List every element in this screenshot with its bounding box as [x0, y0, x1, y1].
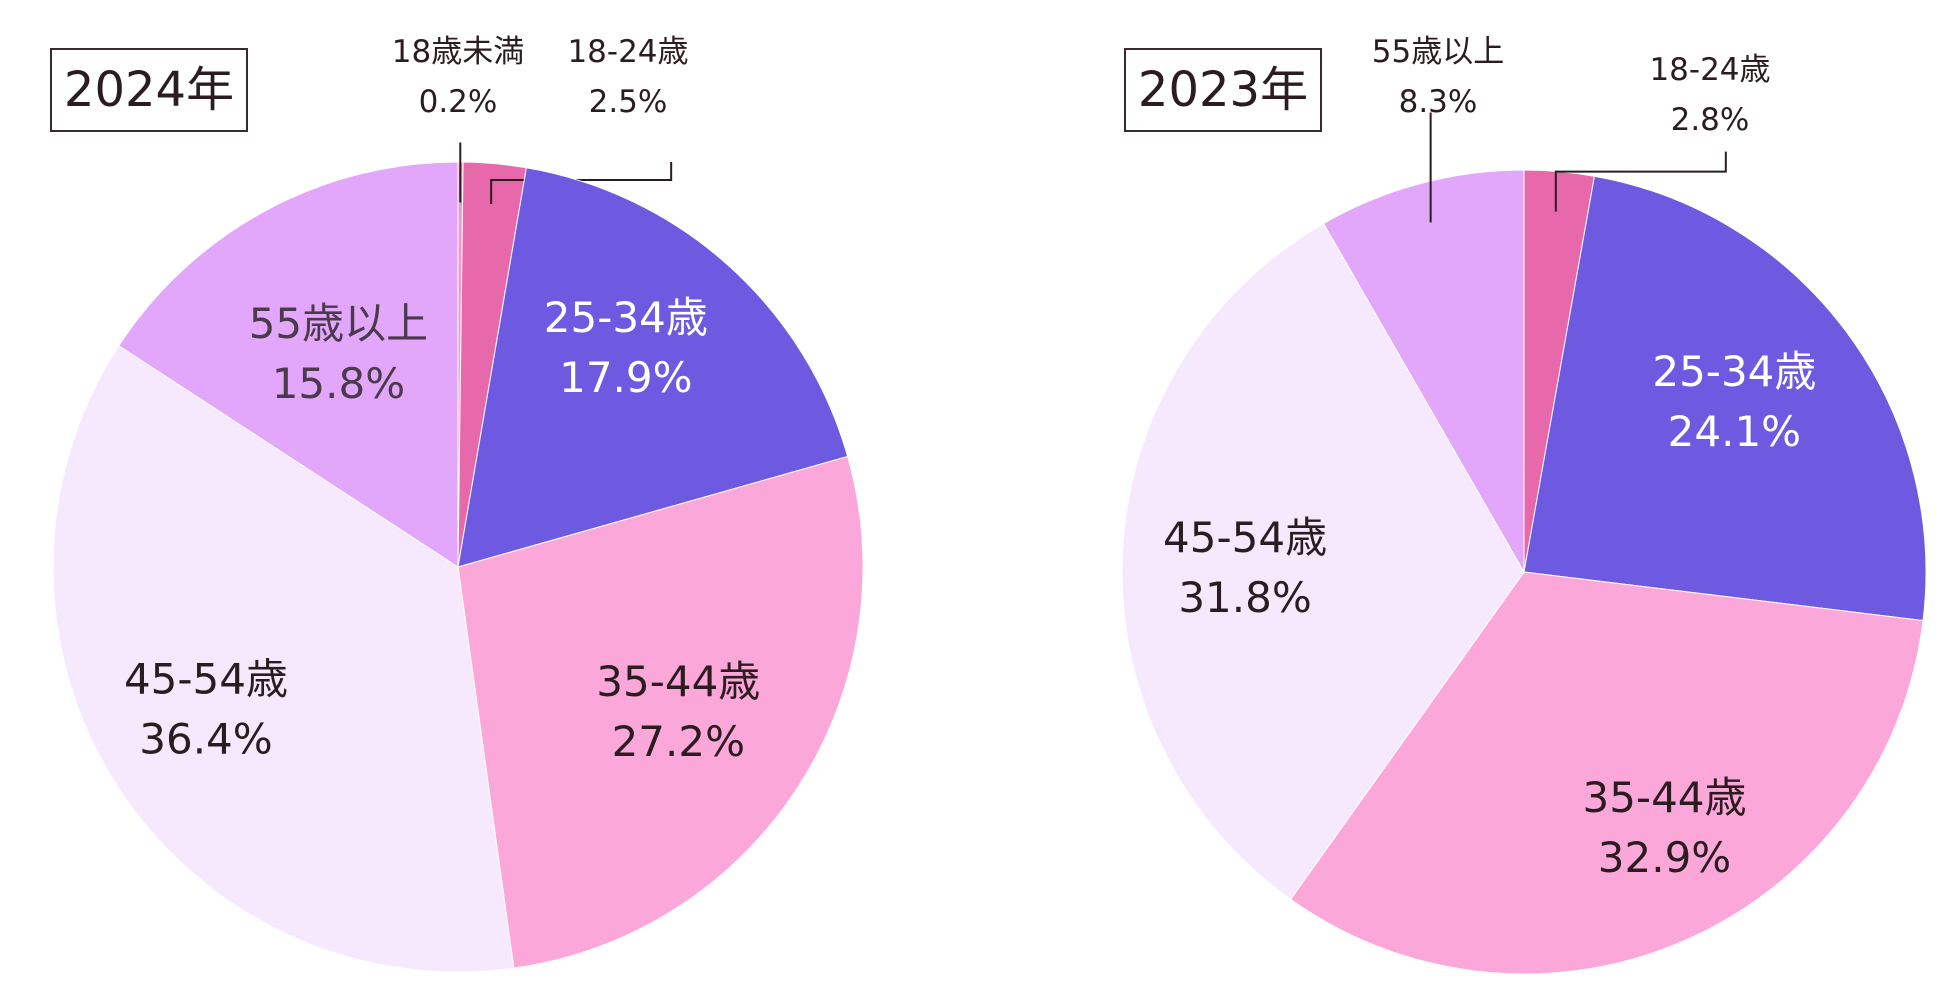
pie-slice-25-34	[457, 167, 849, 568]
chart-title-2024: 2024年	[50, 48, 248, 132]
slice-value-label: 17.9%	[559, 353, 692, 402]
pie-slice-35-44	[1289, 571, 1924, 975]
leader-line	[490, 162, 673, 205]
slice-label-35-44: 35-44歳	[1582, 773, 1746, 822]
slice-label-45-54: 45-54歳	[1163, 513, 1327, 562]
pie-slice-55	[118, 161, 459, 568]
slice-label-55: 55歳以上	[1372, 34, 1504, 70]
slice-label-25-34: 25-34歳	[544, 293, 708, 342]
pie-slice-55	[1322, 169, 1525, 574]
slice-value-label: 2.8%	[1671, 102, 1750, 138]
slice-label-18: 18歳未満	[392, 34, 524, 70]
slice-value-label: 27.2%	[612, 717, 745, 766]
slice-value-label: 24.1%	[1668, 407, 1801, 456]
slice-label-55: 55歳以上	[249, 299, 428, 348]
slice-value-label: 36.4%	[139, 715, 272, 764]
slice-label-25-34: 25-34歳	[1652, 347, 1816, 396]
chart-title-2023: 2023年	[1124, 48, 1322, 132]
slice-label-18-24: 18-24歳	[567, 34, 688, 70]
pie-slice-45-54	[1121, 222, 1525, 900]
slice-label-18-24: 18-24歳	[1649, 52, 1770, 88]
slice-value-label: 8.3%	[1399, 84, 1478, 120]
pie-chart-1: 18-24歳 2.8% 25-34歳 24.1% 35-44歳 32.9% 45-54歳 31…	[1121, 34, 1927, 975]
slice-value-label: 0.2%	[419, 84, 498, 120]
pie-slice-25-34	[1523, 175, 1927, 622]
pie-slice-45-54	[52, 345, 515, 973]
slice-value-label: 31.8%	[1178, 573, 1311, 622]
slice-value-label: 32.9%	[1598, 833, 1731, 882]
slice-label-35-44: 35-44歳	[596, 657, 760, 706]
pie-slice-35-44	[457, 455, 864, 969]
slice-label-45-54: 45-54歳	[124, 655, 288, 704]
pie-chart-0: 18歳未満 0.2% 18-24歳 2.5% 25-34歳 17.9% 35-44歳 27.2…	[52, 34, 864, 973]
slice-value-label: 15.8%	[272, 359, 405, 408]
slice-value-label: 2.5%	[589, 84, 668, 120]
leader-line	[1554, 151, 1727, 212]
